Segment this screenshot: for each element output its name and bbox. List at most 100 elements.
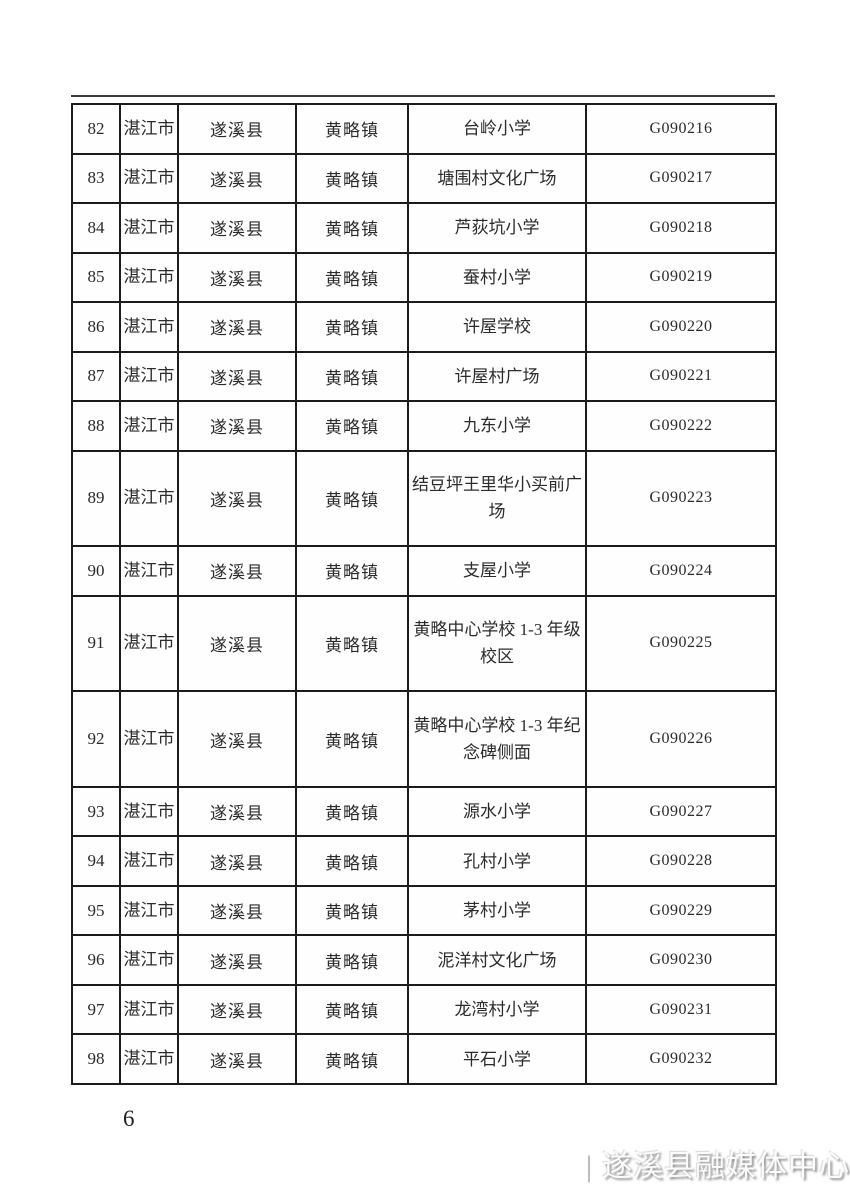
cell-site-code: G090221	[585, 350, 777, 402]
cell-row-number: 88	[71, 400, 121, 452]
cell-city: 湛江市	[119, 202, 179, 254]
cell-site-name: 许屋村广场	[407, 350, 587, 402]
cell-city: 湛江市	[119, 350, 179, 402]
cell-town: 黄略镇	[295, 350, 409, 402]
cell-site-code: G090224	[585, 545, 777, 597]
cell-town: 黄略镇	[295, 251, 409, 303]
watermark-bar: |	[586, 1150, 594, 1183]
cell-county: 遂溪县	[177, 884, 297, 937]
cell-county: 遂溪县	[177, 983, 297, 1036]
watermark: | 遂溪县融媒体中心	[586, 1141, 850, 1185]
cell-site-code: G090231	[585, 983, 777, 1036]
cell-site-name: 龙湾村小学	[407, 983, 587, 1036]
cell-row-number: 86	[71, 301, 121, 353]
cell-county: 遂溪县	[177, 251, 297, 303]
cell-row-number: 84	[71, 202, 121, 254]
cell-site-name: 芦荻坑小学	[407, 202, 587, 254]
cell-site-name: 蚕村小学	[407, 251, 587, 303]
cell-town: 黄略镇	[295, 884, 409, 937]
cell-county: 遂溪县	[177, 103, 297, 155]
cell-town: 黄略镇	[295, 202, 409, 254]
cell-site-code: G090228	[585, 835, 777, 887]
cell-row-number: 98	[71, 1033, 121, 1085]
cell-site-name: 结豆坪王里华小买前广场	[407, 449, 587, 548]
cell-row-number: 92	[71, 690, 121, 788]
cell-county: 遂溪县	[177, 934, 297, 986]
cell-site-name: 源水小学	[407, 785, 587, 838]
cell-site-code: G090226	[585, 690, 777, 788]
cell-site-name: 黄略中心学校 1-3 年级校区	[407, 594, 587, 693]
cell-site-name: 孔村小学	[407, 835, 587, 887]
table-row: 95 湛江市 遂溪县 黄略镇 茅村小学 G090229	[71, 884, 777, 937]
cell-site-code: G090216	[585, 103, 777, 155]
cell-row-number: 91	[71, 594, 121, 693]
cell-site-code: G090229	[585, 884, 777, 937]
cell-city: 湛江市	[119, 152, 179, 204]
site-list-table: 82 湛江市 遂溪县 黄略镇 台岭小学 G090216 83 湛江市 遂溪县 黄…	[71, 103, 777, 1085]
cell-county: 遂溪县	[177, 1033, 297, 1085]
table-row: 84 湛江市 遂溪县 黄略镇 芦荻坑小学 G090218	[71, 202, 777, 254]
table-row: 93 湛江市 遂溪县 黄略镇 源水小学 G090227	[71, 785, 777, 838]
watermark-text: 遂溪县融媒体中心	[602, 1150, 850, 1183]
cell-site-code: G090230	[585, 934, 777, 986]
cell-county: 遂溪县	[177, 690, 297, 788]
cell-site-name: 许屋学校	[407, 301, 587, 353]
cell-row-number: 89	[71, 449, 121, 548]
cell-city: 湛江市	[119, 301, 179, 353]
cell-site-name: 塘围村文化广场	[407, 152, 587, 204]
cell-town: 黄略镇	[295, 400, 409, 452]
cell-site-code: G090219	[585, 251, 777, 303]
cell-county: 遂溪县	[177, 449, 297, 548]
cell-site-name: 平石小学	[407, 1033, 587, 1085]
cell-city: 湛江市	[119, 785, 179, 838]
cell-county: 遂溪县	[177, 350, 297, 402]
cell-county: 遂溪县	[177, 152, 297, 204]
table-row: 86 湛江市 遂溪县 黄略镇 许屋学校 G090220	[71, 301, 777, 353]
cell-city: 湛江市	[119, 835, 179, 887]
cell-town: 黄略镇	[295, 152, 409, 204]
cell-town: 黄略镇	[295, 301, 409, 353]
cell-county: 遂溪县	[177, 301, 297, 353]
table-row: 94 湛江市 遂溪县 黄略镇 孔村小学 G090228	[71, 835, 777, 887]
table-row: 97 湛江市 遂溪县 黄略镇 龙湾村小学 G090231	[71, 983, 777, 1036]
cell-site-name: 黄略中心学校 1-3 年纪念碑侧面	[407, 690, 587, 788]
cell-row-number: 94	[71, 835, 121, 887]
cell-city: 湛江市	[119, 103, 179, 155]
cell-town: 黄略镇	[295, 690, 409, 788]
cell-row-number: 90	[71, 545, 121, 597]
cell-site-name: 泥洋村文化广场	[407, 934, 587, 986]
cell-county: 遂溪县	[177, 835, 297, 887]
cell-row-number: 87	[71, 350, 121, 402]
cell-city: 湛江市	[119, 545, 179, 597]
cell-site-code: G090232	[585, 1033, 777, 1085]
table-row: 82 湛江市 遂溪县 黄略镇 台岭小学 G090216	[71, 103, 777, 155]
cell-row-number: 83	[71, 152, 121, 204]
cell-town: 黄略镇	[295, 545, 409, 597]
cell-town: 黄略镇	[295, 449, 409, 548]
cell-city: 湛江市	[119, 884, 179, 937]
table-row: 90 湛江市 遂溪县 黄略镇 支屋小学 G090224	[71, 545, 777, 597]
cell-row-number: 96	[71, 934, 121, 986]
cell-county: 遂溪县	[177, 202, 297, 254]
table-row: 92 湛江市 遂溪县 黄略镇 黄略中心学校 1-3 年纪念碑侧面 G090226	[71, 690, 777, 788]
cell-row-number: 97	[71, 983, 121, 1036]
table-row: 88 湛江市 遂溪县 黄略镇 九东小学 G090222	[71, 400, 777, 452]
cell-city: 湛江市	[119, 251, 179, 303]
cell-town: 黄略镇	[295, 983, 409, 1036]
cell-county: 遂溪县	[177, 400, 297, 452]
cell-site-code: G090217	[585, 152, 777, 204]
table-row: 91 湛江市 遂溪县 黄略镇 黄略中心学校 1-3 年级校区 G090225	[71, 594, 777, 693]
cell-county: 遂溪县	[177, 785, 297, 838]
table-row: 98 湛江市 遂溪县 黄略镇 平石小学 G090232	[71, 1033, 777, 1085]
page-number: 6	[123, 1106, 135, 1131]
cell-town: 黄略镇	[295, 594, 409, 693]
cell-town: 黄略镇	[295, 835, 409, 887]
cell-row-number: 85	[71, 251, 121, 303]
cell-site-name: 茅村小学	[407, 884, 587, 937]
cell-county: 遂溪县	[177, 545, 297, 597]
cell-city: 湛江市	[119, 690, 179, 788]
cell-site-code: G090220	[585, 301, 777, 353]
cell-city: 湛江市	[119, 1033, 179, 1085]
cell-site-code: G090222	[585, 400, 777, 452]
